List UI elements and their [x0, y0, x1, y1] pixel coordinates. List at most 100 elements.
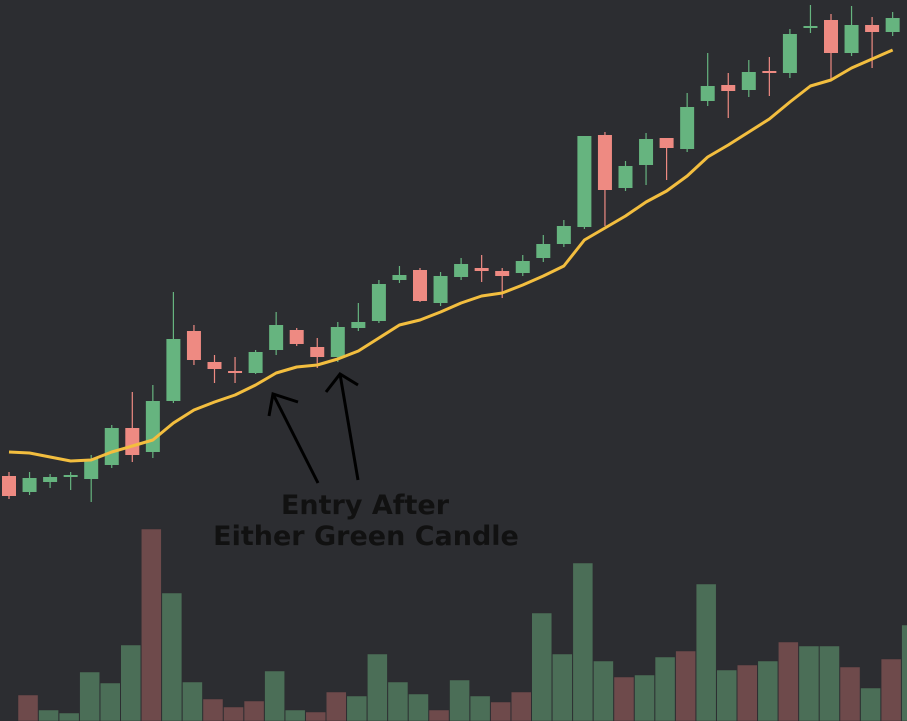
arrow-head — [267, 392, 299, 417]
candle-body — [639, 139, 654, 165]
volume-bar — [141, 528, 162, 721]
candle-body — [2, 476, 16, 496]
annotation: Entry After — [281, 490, 450, 521]
volume-bar — [469, 695, 491, 721]
volume-bar — [490, 701, 511, 721]
volume-bar — [38, 709, 59, 721]
price-layer — [2, 5, 900, 502]
candle-body — [433, 276, 448, 303]
volume-bar — [161, 592, 183, 721]
volume-bar — [798, 645, 820, 721]
volume-bar — [716, 669, 738, 721]
candle-body — [618, 166, 633, 188]
volume-bar — [264, 670, 285, 721]
candle-body — [330, 327, 345, 357]
candle-body — [824, 20, 838, 53]
volume-bar — [326, 691, 347, 721]
volume-bar — [223, 706, 244, 721]
candle-body — [413, 270, 427, 301]
candle-body — [166, 339, 181, 401]
candle-body — [741, 72, 756, 90]
volume-bar — [367, 653, 388, 721]
volume-bar — [17, 694, 39, 721]
volume-layer — [17, 528, 907, 721]
candle-body — [289, 330, 304, 344]
candle-body — [577, 136, 592, 227]
volume-bar — [778, 641, 799, 721]
candle-body — [762, 71, 777, 73]
volume-bar — [860, 687, 881, 721]
volume-bar — [428, 709, 450, 721]
candle-body — [700, 86, 715, 101]
candle-body — [84, 459, 99, 479]
candle-body — [43, 477, 58, 482]
volume-bar — [387, 681, 409, 721]
volume-bar — [202, 698, 224, 721]
candle-body — [597, 135, 612, 190]
candle-body — [228, 371, 243, 373]
candle-body — [885, 18, 900, 32]
candle-body — [680, 107, 695, 149]
volume-bar — [757, 660, 779, 721]
volume-bar — [305, 711, 327, 721]
candle-body — [22, 478, 37, 492]
volume-bar — [79, 671, 100, 721]
candle-body — [536, 244, 551, 258]
volume-bar — [572, 562, 594, 721]
volume-bar — [510, 691, 532, 721]
volume-bar — [58, 712, 80, 721]
volume-bar — [675, 650, 696, 721]
candle-body — [125, 428, 140, 455]
candle-body — [782, 34, 797, 73]
candle-body — [351, 322, 366, 328]
arrows — [267, 372, 360, 484]
volume-bar — [613, 676, 635, 721]
candle-body — [844, 25, 859, 53]
moving-average — [8, 48, 894, 463]
volume-bar — [819, 645, 840, 721]
annotation: Either Green Candle — [213, 521, 519, 552]
volume-bar — [901, 624, 907, 721]
candle-body — [721, 85, 736, 91]
arrow — [338, 373, 360, 481]
volume-bar — [654, 656, 676, 721]
candle-body — [207, 362, 222, 369]
volume-bar — [120, 644, 142, 721]
candle-body — [186, 331, 201, 360]
volume-bar — [243, 700, 265, 721]
volume-bar — [695, 583, 717, 721]
volume-bar — [284, 709, 306, 721]
volume-bar — [449, 679, 470, 721]
candle-body — [269, 325, 284, 350]
candle-body — [104, 428, 119, 465]
candle-body — [392, 275, 407, 280]
candle-body — [474, 268, 489, 271]
candle-body — [248, 352, 263, 373]
candle-body — [515, 261, 530, 273]
candle-body — [145, 401, 160, 452]
volume-bar — [531, 612, 553, 721]
candle-body — [495, 271, 510, 276]
arrow-head — [324, 372, 359, 393]
volume-bar — [880, 658, 902, 721]
volume-bar — [737, 664, 758, 721]
candle-body — [310, 347, 325, 357]
candle-body — [803, 26, 818, 28]
volume-bar — [593, 660, 614, 721]
arrow — [271, 393, 320, 484]
candle-body — [556, 226, 571, 244]
candle-body — [371, 284, 386, 321]
volume-bar — [552, 653, 573, 721]
volume-bar — [634, 674, 655, 721]
volume-bar — [408, 693, 429, 721]
volume-bar — [346, 695, 368, 721]
candle-body — [454, 264, 469, 277]
volume-bar — [99, 682, 121, 721]
candle-body — [63, 475, 78, 477]
volume-bar — [182, 681, 203, 721]
candle-body — [865, 25, 880, 32]
volume-bar — [839, 666, 861, 721]
